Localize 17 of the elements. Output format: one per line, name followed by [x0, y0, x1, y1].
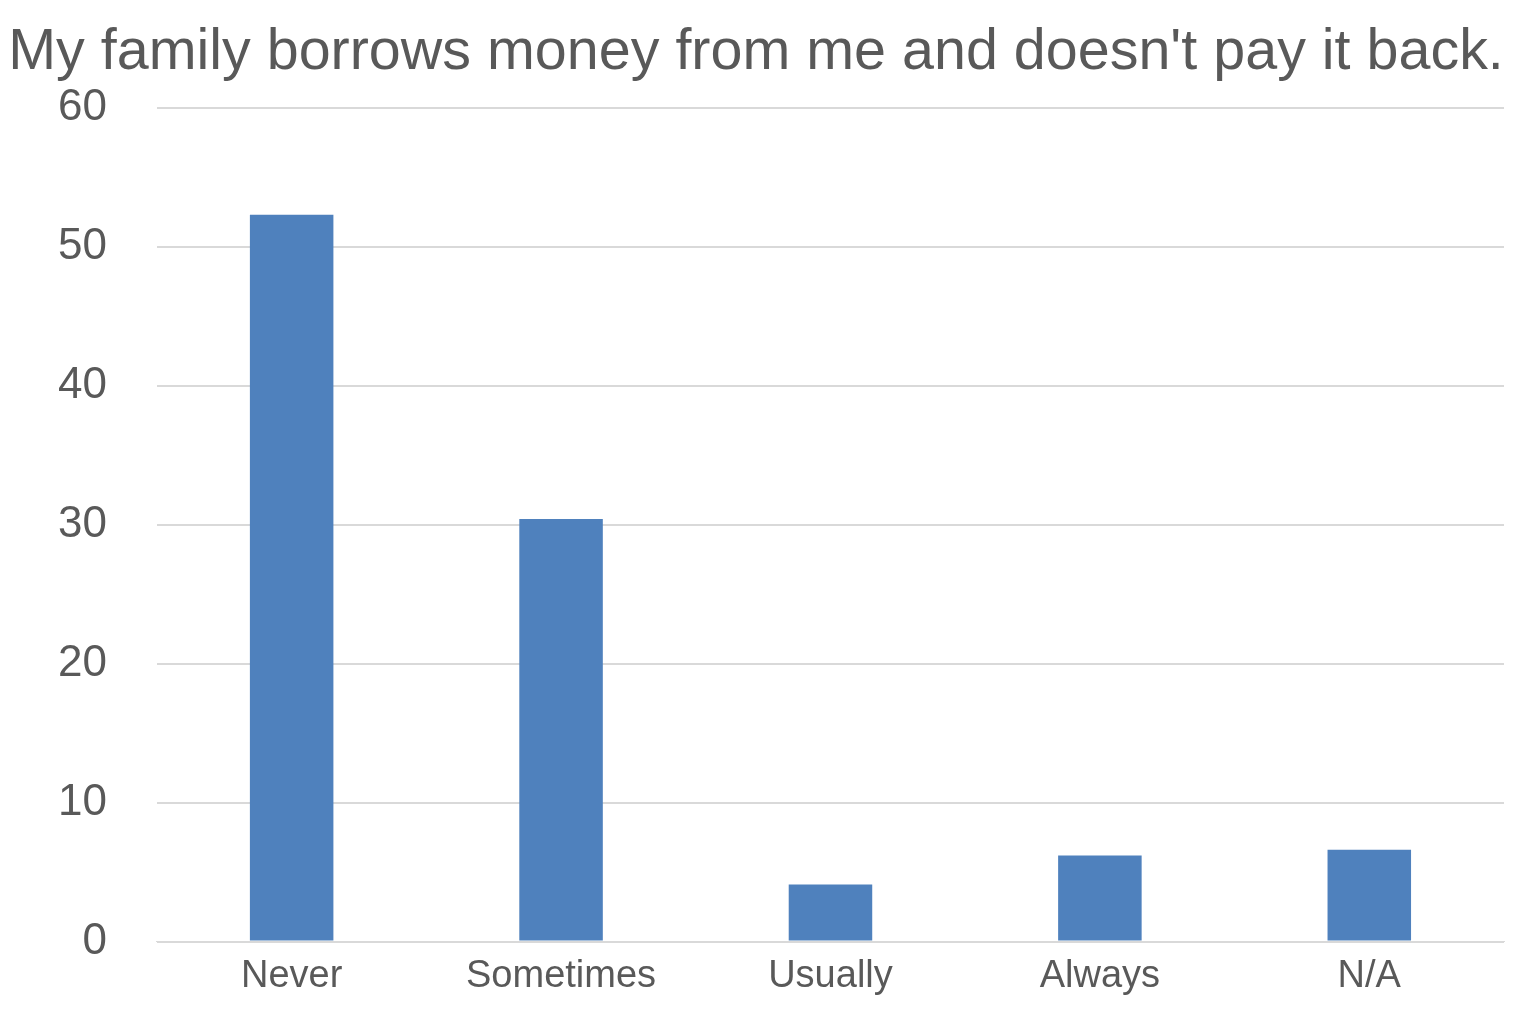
y-tick-label: 0 — [82, 913, 107, 963]
y-tick-label: 50 — [57, 218, 107, 268]
y-tick-label: 20 — [57, 635, 107, 685]
y-tick-label: 40 — [57, 357, 107, 407]
x-tick-label: Never — [240, 952, 343, 995]
bar — [1058, 855, 1142, 941]
bar — [1327, 849, 1412, 941]
bar — [249, 214, 334, 941]
x-tick-label: Usually — [768, 952, 893, 995]
x-tick-label: N/A — [1337, 952, 1402, 995]
bar — [519, 519, 603, 941]
bar — [788, 884, 873, 941]
x-tick-label: Sometimes — [466, 952, 657, 995]
y-tick-label: 30 — [57, 496, 107, 546]
chart-title: My family borrows money from me and doesn't pay it back. — [8, 16, 1504, 81]
x-tick-label: Always — [1039, 952, 1161, 995]
y-tick-label: 10 — [57, 774, 107, 824]
